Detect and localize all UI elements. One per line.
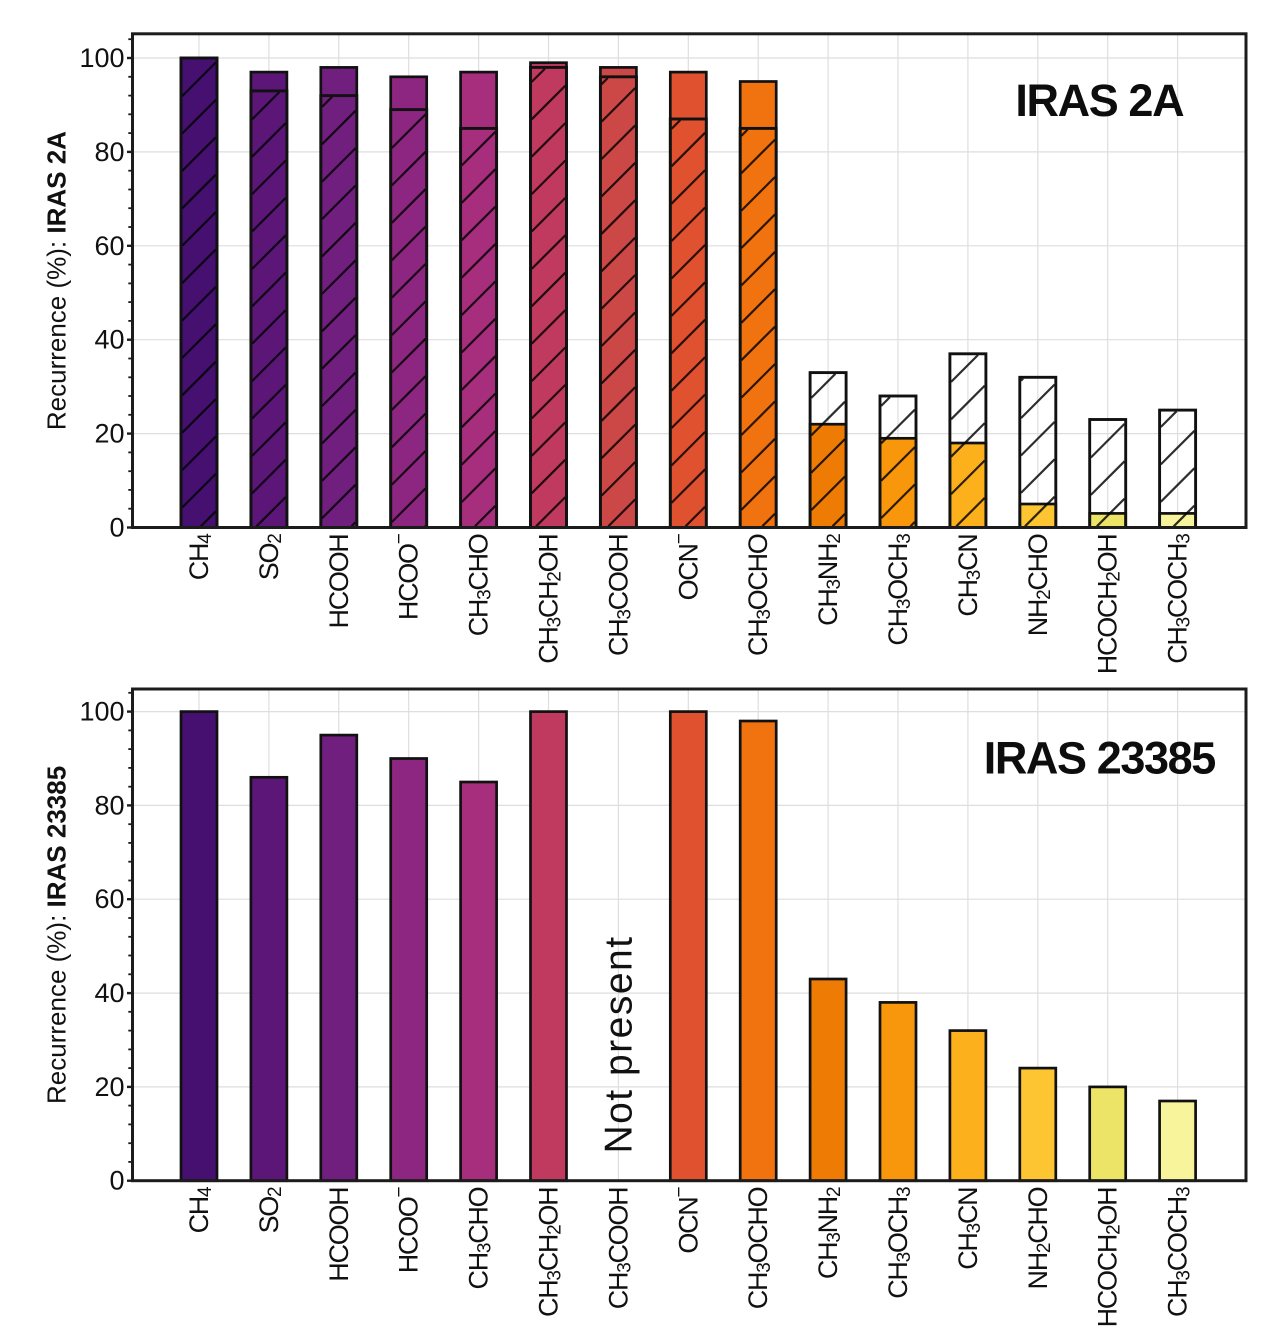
svg-text:HCOCH2OH: HCOCH2OH [1093,1188,1125,1328]
svg-text:CH3CH2OH: CH3CH2OH [534,535,566,664]
svg-text:IRAS 2A: IRAS 2A [1015,75,1184,126]
svg-text:SO2: SO2 [254,534,286,580]
svg-text:HCOOH: HCOOH [324,1188,354,1282]
svg-text:Recurrence (%): IRAS 2A: Recurrence (%): IRAS 2A [42,131,72,430]
svg-text:Recurrence (%): IRAS 23385: Recurrence (%): IRAS 23385 [42,766,72,1104]
svg-text:100: 100 [79,43,124,73]
svg-text:HCOOH: HCOOH [324,535,354,629]
svg-text:CH3NH2: CH3NH2 [813,1187,845,1279]
svg-text:CH3CH2OH: CH3CH2OH [534,1188,566,1317]
svg-text:100: 100 [79,697,124,727]
svg-text:40: 40 [94,325,124,355]
svg-text:60: 60 [94,231,124,261]
svg-text:CH3COCH3: CH3COCH3 [1163,1187,1195,1317]
svg-text:NH2CHO: NH2CHO [1023,1187,1055,1289]
svg-text:CH3OCHO: CH3OCHO [743,1187,775,1309]
svg-text:80: 80 [94,137,124,167]
svg-text:CH3CHO: CH3CHO [464,534,496,636]
svg-text:HCOCH2OH: HCOCH2OH [1093,535,1125,675]
svg-text:CH3CHO: CH3CHO [464,1187,496,1289]
svg-text:CH3COCH3: CH3COCH3 [1163,534,1195,664]
svg-text:CH3NH2: CH3NH2 [813,534,845,626]
svg-text:OCN−: OCN− [668,533,703,600]
svg-text:CH3OCH3: CH3OCH3 [883,1187,915,1299]
svg-text:HCOO−: HCOO− [389,1186,424,1273]
svg-text:CH3COOH: CH3COOH [603,1188,635,1310]
svg-text:0: 0 [109,1166,124,1196]
svg-text:IRAS 23385: IRAS 23385 [984,733,1216,784]
svg-text:CH3COOH: CH3COOH [603,535,635,657]
svg-text:CH3OCH3: CH3OCH3 [883,534,915,646]
svg-text:NH2CHO: NH2CHO [1023,534,1055,636]
svg-text:0: 0 [109,513,124,543]
svg-text:40: 40 [94,978,124,1008]
svg-text:Not present: Not present [598,935,641,1153]
svg-text:20: 20 [94,419,124,449]
svg-text:CH3CN: CH3CN [953,1188,985,1270]
svg-text:80: 80 [94,790,124,820]
svg-text:60: 60 [94,884,124,914]
svg-text:CH3OCHO: CH3OCHO [743,534,775,656]
svg-text:OCN−: OCN− [668,1186,703,1253]
svg-text:20: 20 [94,1072,124,1102]
svg-text:HCOO−: HCOO− [389,533,424,620]
